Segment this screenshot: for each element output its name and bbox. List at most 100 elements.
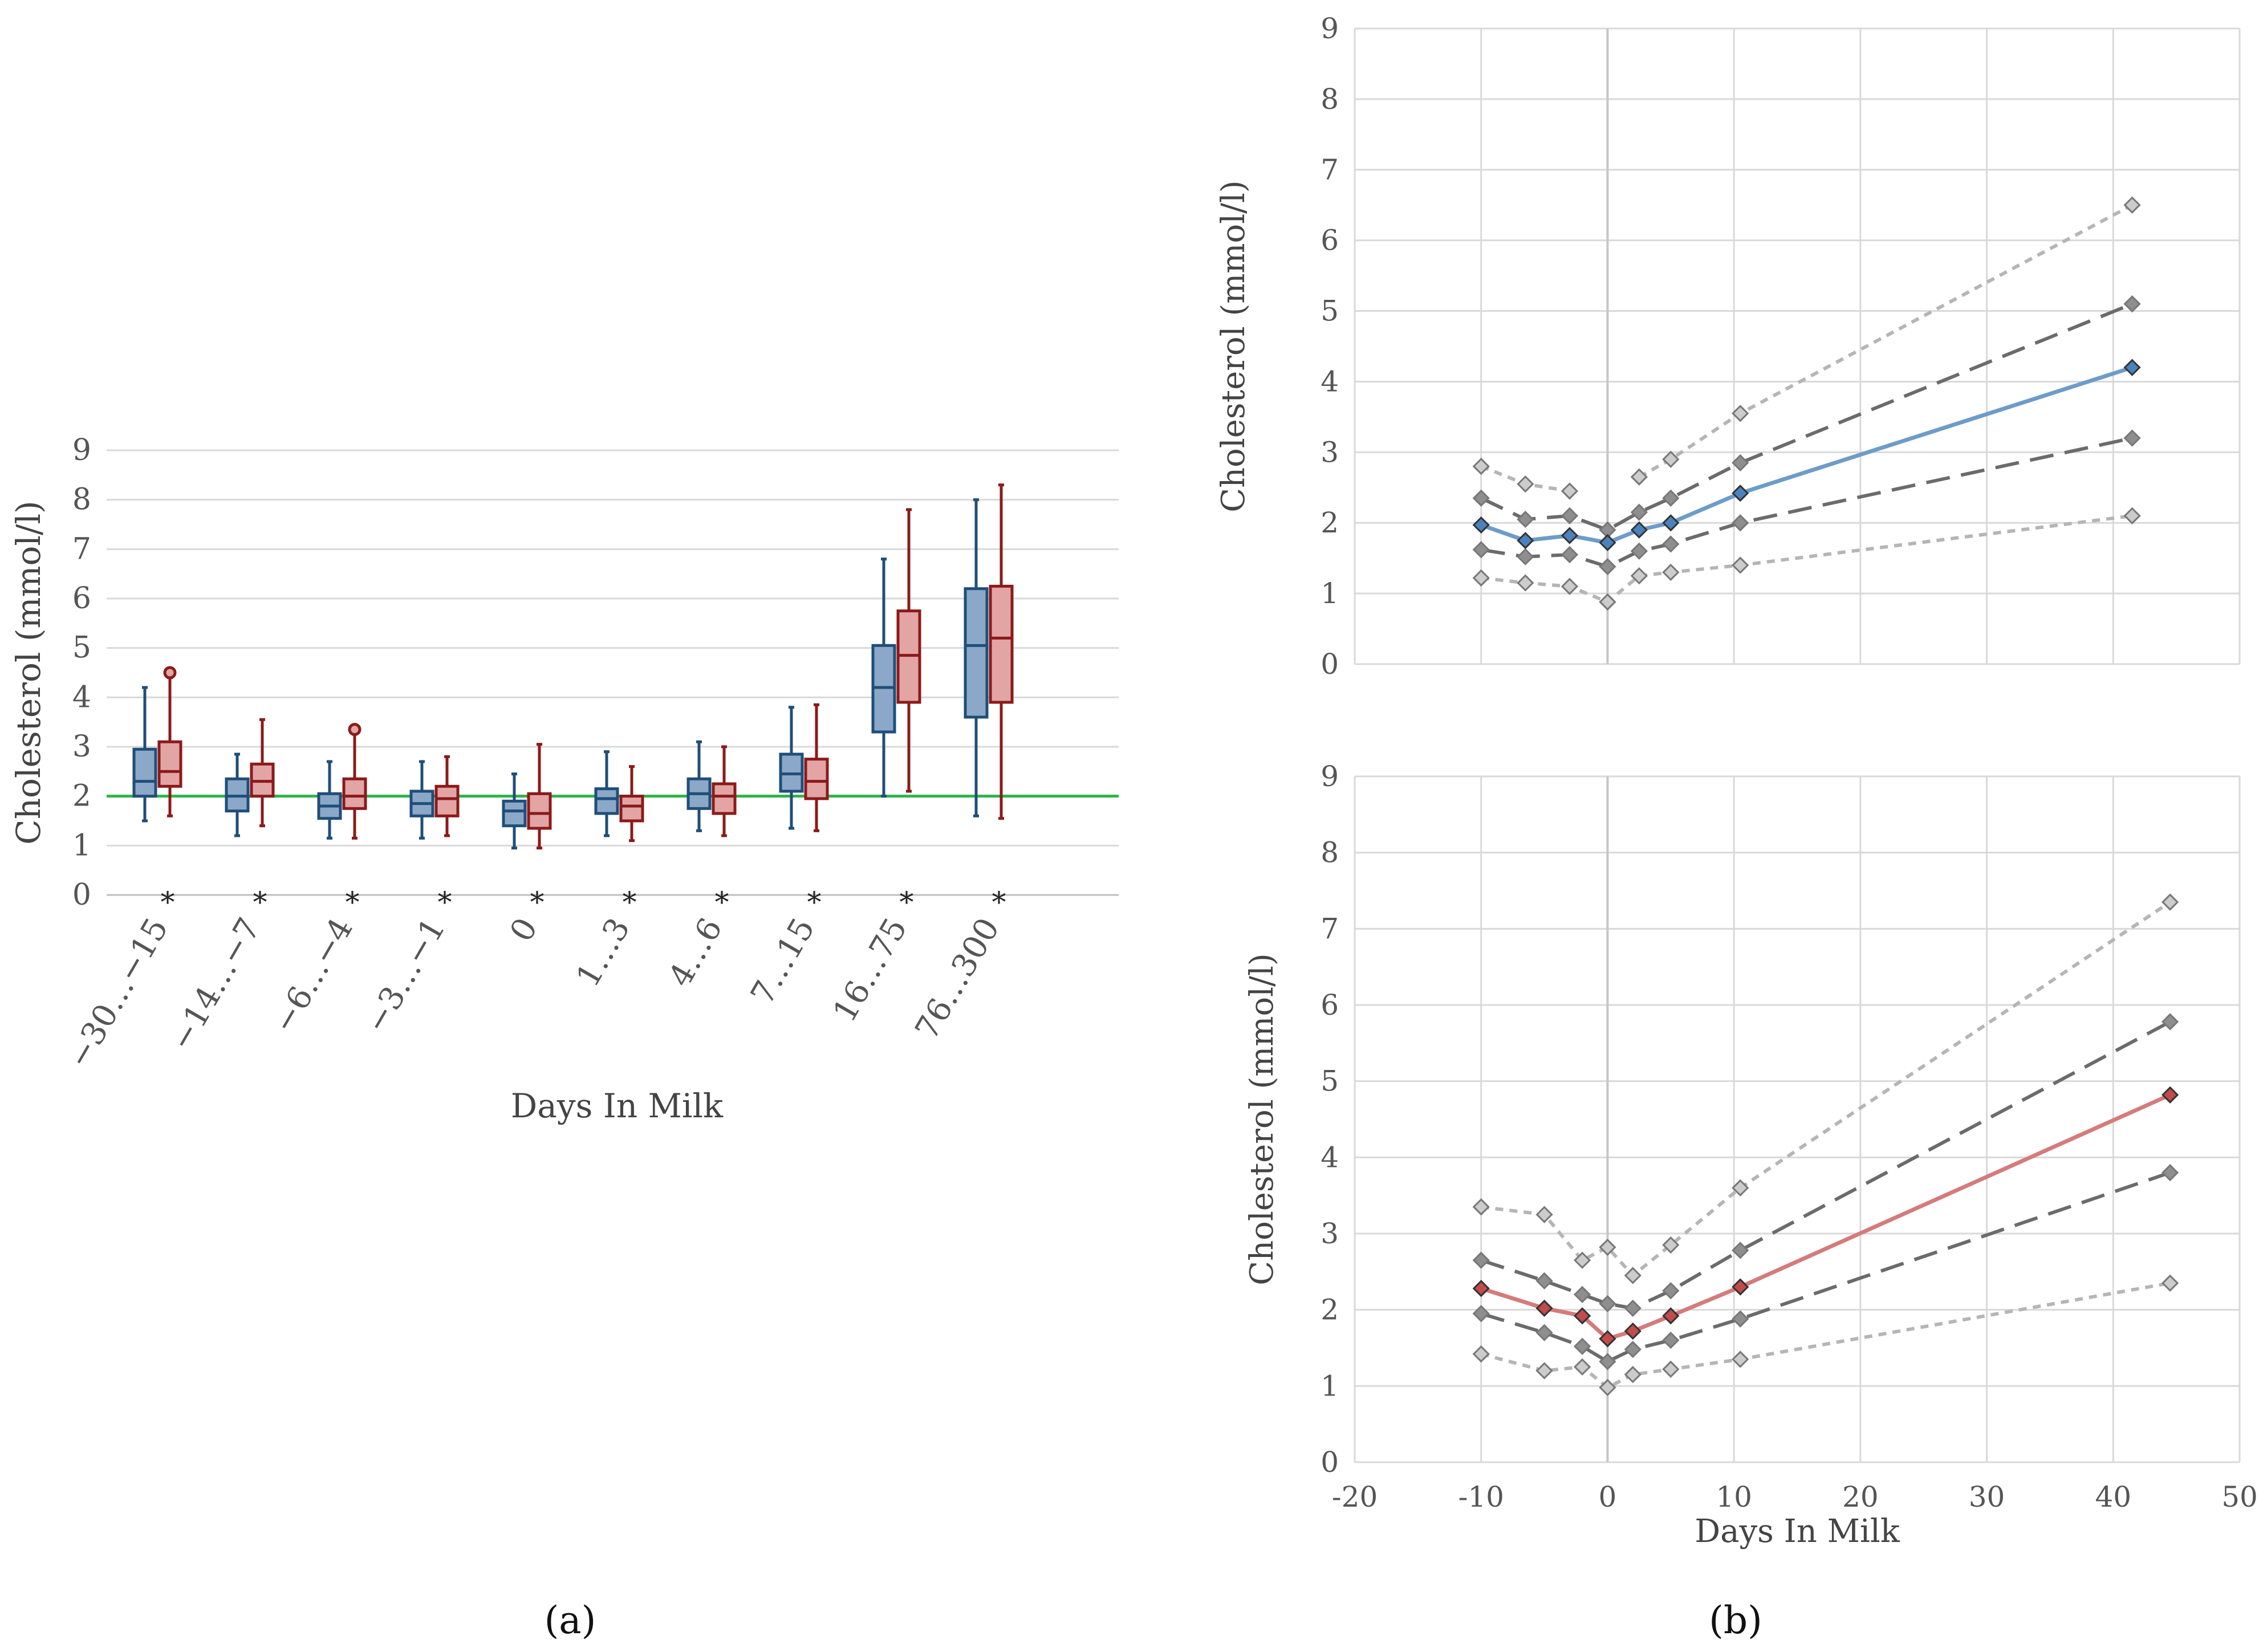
data-point-lower-inner (1472, 1305, 1490, 1323)
data-point-upper-inner (2123, 295, 2141, 313)
series-line-upper-inner (1480, 302, 2133, 532)
y-tick-label: 2 (1321, 506, 1339, 539)
data-point-lower-outer (1624, 1366, 1642, 1384)
y-tick-label: 3 (1321, 1217, 1339, 1250)
data-point-median (1472, 1280, 1490, 1297)
box-body (964, 587, 989, 719)
data-point-lower-inner (2123, 429, 2141, 447)
data-point-upper-inner (1573, 1285, 1591, 1304)
data-point-lower-outer (1517, 574, 1534, 592)
data-point-upper-inner (1561, 507, 1579, 524)
line-chart-b-top: 0 1 2 3 4 5 6 7 8 9 Cholesterol (mmol/l) (b) (1215, 12, 2241, 1642)
box-1-4 (409, 760, 434, 840)
x-category-label-a: 76…300 (908, 912, 1007, 1046)
series-line-lower-inner (1480, 1171, 2171, 1364)
y-axis-title-a: Cholesterol (mmol/l) (9, 501, 48, 844)
significance-marker: * (623, 886, 637, 919)
x-tick-label: -20 (1332, 1480, 1378, 1513)
data-point-upper-outer (1662, 450, 1680, 468)
data-point-lower-inner (1573, 1337, 1591, 1355)
data-point-lower-outer (1732, 556, 1749, 574)
y-tick-label-a: 1 (72, 828, 91, 862)
x-tick-label: 30 (1969, 1480, 2005, 1513)
data-point-upper-outer (2123, 196, 2141, 214)
y-axis-title: Cholesterol (mmol/l) (1244, 953, 1281, 1285)
y-tick-label: 4 (1321, 365, 1339, 398)
y-tick-label-a: 3 (72, 730, 91, 764)
data-point-upper-outer (1599, 1238, 1616, 1256)
data-point-lower-outer (1599, 1378, 1616, 1397)
data-point-lower-outer (1599, 593, 1616, 611)
data-point-upper-inner (1472, 489, 1490, 507)
data-point-median (1472, 516, 1490, 534)
data-point-median (1732, 485, 1749, 502)
box-body (619, 795, 644, 823)
y-tick-label: 5 (1321, 1065, 1339, 1098)
data-point-upper-inner (2161, 1013, 2179, 1031)
box-1-2 (225, 752, 250, 837)
x-category-label-a: 7…15 (744, 912, 822, 1011)
significance-marker: * (346, 886, 360, 919)
data-point-upper-outer (2161, 893, 2179, 911)
data-point-lower-outer (1535, 1362, 1553, 1380)
box-2-4 (434, 755, 460, 837)
significance-marker: * (253, 886, 267, 919)
y-tick-label: 7 (1321, 912, 1339, 945)
data-point-median (1599, 1330, 1616, 1348)
box-2-5 (527, 743, 552, 850)
x-tick-label: 0 (1599, 1480, 1617, 1513)
data-point-lower-outer (1662, 563, 1680, 581)
box-body (157, 740, 182, 788)
box-2-2 (250, 718, 275, 828)
series-line-upper-outer (1481, 901, 2171, 1277)
y-tick-label: 2 (1321, 1293, 1339, 1327)
y-tick-label: 5 (1321, 295, 1339, 328)
y-tick-label: 1 (1321, 577, 1339, 610)
series-line-lower-inner (1481, 436, 2133, 569)
y-tick-label: 8 (1321, 83, 1339, 116)
y-tick-label-a: 4 (72, 680, 91, 714)
box-2-8 (804, 703, 829, 832)
box-1-3 (317, 760, 342, 840)
box-body (804, 758, 829, 800)
data-point-lower-outer (1472, 1345, 1490, 1363)
x-category-label-a: 16…75 (826, 912, 915, 1028)
data-point-upper-outer (1662, 1236, 1680, 1254)
data-point-lower-inner (1599, 1353, 1616, 1370)
data-point-lower-outer (2161, 1274, 2179, 1292)
y-tick-label: 3 (1321, 436, 1339, 469)
data-point-lower-inner (1624, 1341, 1642, 1358)
data-point-median (1732, 1278, 1749, 1296)
data-point-upper-outer (1472, 457, 1490, 475)
data-point-lower-inner (1535, 1324, 1553, 1341)
box-2-6 (619, 765, 644, 843)
box-body (712, 782, 737, 815)
data-point-lower-outer (1561, 577, 1579, 595)
y-tick-label: 1 (1321, 1369, 1339, 1402)
box-body (342, 777, 367, 810)
box-1-6 (594, 750, 619, 837)
data-point-upper-outer (1732, 405, 1749, 422)
box-2-9 (896, 508, 921, 793)
y-tick-label-a: 8 (72, 483, 91, 517)
data-point-upper-outer (1732, 1179, 1749, 1197)
y-tick-label-a: 0 (72, 878, 91, 912)
significance-marker: * (900, 886, 914, 919)
y-tick-label: 9 (1321, 12, 1339, 45)
x-category-label-a: −30…−15 (60, 912, 176, 1075)
x-axis-title: Days In Milk (1695, 1513, 1900, 1550)
y-tick-label-a: 2 (72, 779, 91, 813)
box-1-8 (779, 706, 804, 830)
y-tick-label: 6 (1321, 224, 1339, 257)
y-tick-label-a: 7 (72, 532, 91, 566)
data-point-lower-inner (1561, 546, 1579, 564)
data-point-median (1573, 1307, 1591, 1325)
data-point-median (1535, 1299, 1553, 1317)
box-body (502, 799, 527, 828)
box-2-10 (989, 483, 1014, 820)
y-tick-label-a: 6 (72, 581, 91, 616)
data-point-lower-inner (1662, 1332, 1680, 1349)
line-chart-b-bottom: 0 1 2 3 4 5 6 7 8 9 Cholesterol (mmol/l) -20 -10 0 10 2… (1244, 760, 2258, 1550)
series-line-lower-outer (1481, 514, 2132, 604)
data-point-lower-inner (2161, 1163, 2179, 1182)
